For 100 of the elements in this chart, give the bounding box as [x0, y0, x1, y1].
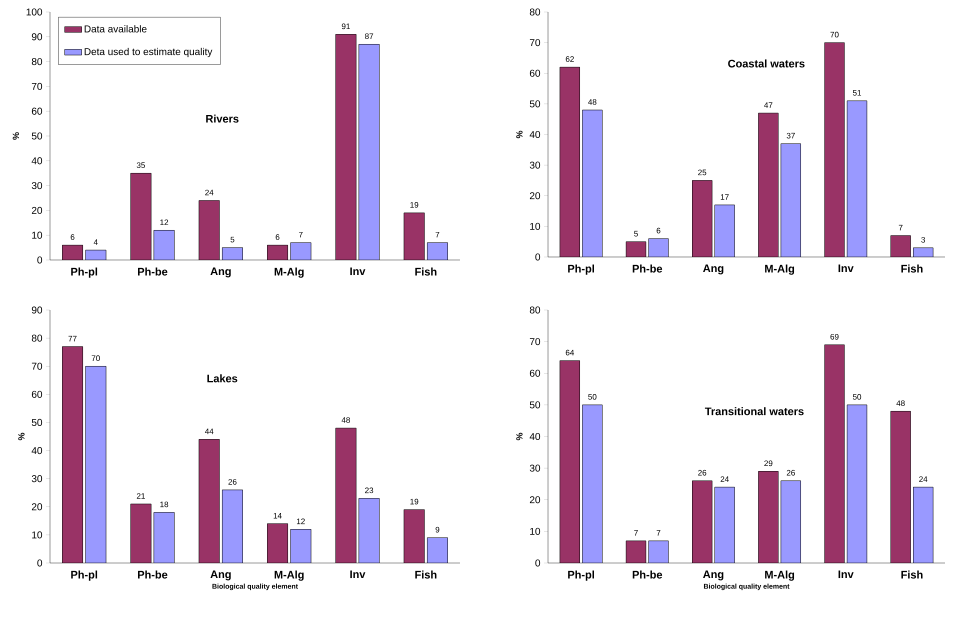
bar [62, 346, 83, 563]
bar [758, 471, 778, 563]
y-tick-label: 10 [530, 528, 540, 535]
x-tick-label: Ang [703, 570, 724, 580]
y-tick-label: 10 [32, 232, 42, 239]
x-tick-label: Fish [901, 264, 923, 273]
y-tick-label: 60 [530, 70, 540, 77]
text: Transitional waters [704, 407, 804, 416]
bar [86, 366, 106, 563]
x-tick-label: Ang [703, 264, 724, 274]
legend-label: Data available [84, 25, 147, 32]
bar [154, 230, 174, 260]
y-axis-title: % [12, 132, 20, 140]
y-tick-label: 60 [32, 390, 42, 398]
text: Coastal waters [728, 59, 805, 68]
bar [626, 540, 646, 563]
bar [582, 404, 602, 563]
y-tick-label: 70 [530, 338, 540, 346]
y-tick-label: 30 [32, 182, 42, 190]
bar [290, 529, 312, 563]
bar [290, 242, 312, 260]
y-axis-title: % [516, 130, 523, 138]
y-tick-label: 80 [530, 8, 540, 16]
y-tick-label: 80 [530, 306, 540, 314]
bar [222, 490, 243, 563]
y-tick-label: 40 [530, 130, 540, 138]
y-tick-label: 70 [530, 39, 540, 46]
y-tick-label: 40 [32, 447, 42, 454]
bar [648, 540, 668, 563]
bar [198, 439, 220, 563]
y-axis-title: % [18, 432, 25, 440]
y-tick-label: 90 [32, 33, 42, 40]
text: Rivers [206, 114, 238, 123]
x-tick-label: Ang [210, 570, 231, 580]
text: Lakes [207, 374, 238, 382]
y-tick-label: 60 [530, 370, 540, 377]
bar [692, 480, 712, 563]
y-tick-label: 20 [530, 496, 540, 504]
bar [847, 404, 867, 563]
y-tick-label: 80 [32, 334, 42, 342]
x-tick-label: Inv [838, 570, 854, 578]
bar [358, 498, 380, 563]
bar [912, 486, 934, 563]
x-tick-label: M-Alg [274, 268, 304, 278]
y-tick-label: 50 [32, 418, 42, 426]
x-tick-label: Ph-pl [71, 570, 98, 581]
y-tick-label: 0 [535, 253, 540, 261]
y-tick-label: 90 [32, 306, 42, 314]
y-tick-label: 20 [32, 503, 42, 510]
x-tick-label: Ph-be [632, 570, 662, 579]
x-tick-label: M-Alg [765, 264, 794, 275]
y-tick-label: 10 [530, 222, 540, 230]
x-tick-label: Ph-pl [71, 268, 98, 278]
y-tick-label: 40 [32, 157, 42, 164]
y-tick-label: 70 [32, 82, 42, 90]
bar [336, 428, 356, 563]
x-tick-label: Ph-pl [568, 264, 594, 275]
y-tick-label: 100 [26, 8, 42, 16]
bar [890, 410, 911, 563]
bar [824, 344, 844, 563]
y-tick-label: 50 [530, 401, 540, 408]
bar [267, 524, 288, 563]
x-tick-label: Ph-be [138, 268, 168, 276]
bar [560, 360, 580, 563]
bar [714, 487, 735, 563]
y-tick-label: 70 [32, 362, 42, 370]
x-tick-label: Ph-be [632, 264, 662, 273]
x-tick-label: Fish [901, 570, 923, 579]
x-tick-label: Inv [838, 264, 854, 272]
y-tick-label: 0 [37, 256, 42, 264]
bar [358, 44, 380, 260]
y-tick-label: 0 [37, 559, 42, 567]
legend-label: Deta used to estimate quality [84, 48, 212, 58]
x-tick-label: Fish [415, 570, 436, 579]
y-tick-label: 50 [32, 132, 42, 140]
bar [426, 537, 448, 563]
y-tick-label: 20 [32, 206, 42, 214]
x-tick-label: Inv [350, 570, 366, 578]
x-tick-label: M-Alg [274, 570, 304, 581]
x-tick-label: Fish [415, 268, 436, 276]
x-tick-label: Ph-pl [568, 570, 594, 581]
bar [404, 509, 425, 563]
bar [426, 242, 448, 260]
y-tick-label: 30 [530, 464, 540, 472]
y-tick-label: 0 [535, 559, 540, 567]
x-tick-label: Ph-be [138, 570, 168, 579]
bar [780, 480, 801, 563]
y-tick-label: 30 [32, 475, 42, 482]
bar [222, 248, 243, 260]
y-tick-label: 10 [32, 531, 42, 538]
x-tick-label: Inv [350, 268, 366, 276]
y-tick-label: 60 [32, 108, 42, 115]
y-tick-label: 80 [32, 58, 42, 66]
bar [130, 504, 152, 563]
x-tick-label: M-Alg [765, 570, 794, 581]
y-tick-label: 30 [530, 162, 540, 169]
y-tick-label: 40 [530, 432, 540, 440]
y-tick-label: 50 [530, 100, 540, 108]
y-axis-title: % [516, 432, 523, 440]
x-tick-label: Ang [210, 268, 231, 278]
